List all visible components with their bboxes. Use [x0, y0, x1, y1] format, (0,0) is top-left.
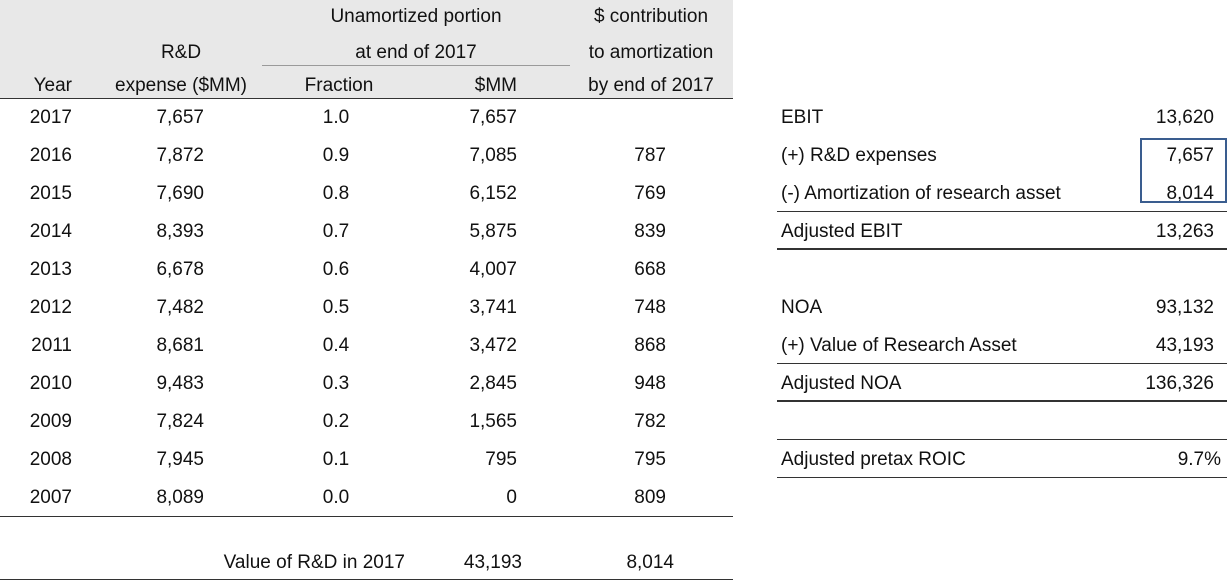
roic-bottom-rule	[777, 477, 1227, 478]
total-contribution: 8,014	[626, 552, 674, 573]
row-2011-contribution: 868	[634, 335, 666, 356]
adjusted-noa-value: 136,326	[1145, 373, 1214, 394]
row-2013-mm: 4,007	[469, 259, 517, 280]
header-bottom-rule	[0, 98, 733, 99]
row-2007-rd: 8,089	[156, 487, 204, 508]
row-2008-fraction: 0.1	[322, 449, 350, 470]
row-2008-year: 2008	[29, 449, 72, 470]
row-2012-contribution: 748	[634, 297, 666, 318]
row-2012-year: 2012	[29, 297, 72, 318]
row-2010-mm: 2,845	[469, 373, 517, 394]
adjusted-noa-top-rule	[777, 363, 1227, 364]
row-2017-rd: 7,657	[156, 107, 204, 128]
research-asset-label: (+) Value of Research Asset	[781, 335, 1017, 356]
header-mm: $MM	[474, 75, 517, 96]
row-2015-rd: 7,690	[156, 183, 204, 204]
row-2015-contribution: 769	[634, 183, 666, 204]
row-2015-mm: 6,152	[469, 183, 517, 204]
row-2014-fraction: 0.7	[322, 221, 350, 242]
row-2011-rd: 8,681	[156, 335, 204, 356]
row-2017-mm: 7,657	[469, 107, 517, 128]
row-2016-year: 2016	[29, 145, 72, 166]
row-2017-fraction: 1.0	[322, 107, 350, 128]
row-2016-contribution: 787	[634, 145, 666, 166]
row-2010-fraction: 0.3	[322, 373, 350, 394]
row-2014-mm: 5,875	[469, 221, 517, 242]
row-2016-fraction: 0.9	[322, 145, 350, 166]
total-mm: 43,193	[463, 552, 522, 573]
row-2007-year: 2007	[29, 487, 72, 508]
row-2008-mm: 795	[485, 449, 517, 470]
header-rd-line2: expense ($MM)	[115, 75, 247, 96]
row-2009-rd: 7,824	[156, 411, 204, 432]
total-bottom-rule	[0, 579, 733, 580]
highlight-box	[1140, 138, 1227, 203]
row-2010-contribution: 948	[634, 373, 666, 394]
header-unamortized-line1: Unamortized portion	[330, 6, 502, 27]
row-2012-fraction: 0.5	[322, 297, 350, 318]
header-year: Year	[33, 75, 72, 96]
row-2012-rd: 7,482	[156, 297, 204, 318]
research-asset-value: 43,193	[1155, 335, 1214, 356]
row-2011-year: 2011	[31, 335, 72, 356]
row-2012-mm: 3,741	[469, 297, 517, 318]
row-2013-contribution: 668	[634, 259, 666, 280]
header-unamortized-line2: at end of 2017	[355, 42, 477, 63]
roic-label: Adjusted pretax ROIC	[781, 449, 966, 470]
row-2007-fraction: 0.0	[322, 487, 350, 508]
row-2009-mm: 1,565	[469, 411, 517, 432]
left-table-header-background	[0, 0, 733, 98]
amortization-value: 8,014	[1166, 183, 1214, 204]
adjusted-ebit-top-rule	[777, 211, 1227, 212]
row-2016-mm: 7,085	[469, 145, 517, 166]
row-2007-contribution: 809	[634, 487, 666, 508]
total-label: Value of R&D in 2017	[223, 552, 405, 573]
ebit-label: EBIT	[781, 107, 824, 128]
header-contribution-line3: by end of 2017	[588, 75, 714, 96]
row-2009-fraction: 0.2	[322, 411, 350, 432]
row-2015-year: 2015	[29, 183, 72, 204]
header-contribution-line2: to amortization	[588, 42, 714, 63]
roic-value: 9.7%	[1177, 449, 1221, 470]
row-2014-contribution: 839	[634, 221, 666, 242]
row-2008-contribution: 795	[634, 449, 666, 470]
row-2014-rd: 8,393	[156, 221, 204, 242]
row-2010-year: 2010	[29, 373, 72, 394]
row-2008-rd: 7,945	[156, 449, 204, 470]
adjusted-ebit-value: 13,263	[1155, 221, 1214, 242]
header-group-underline	[262, 65, 570, 66]
noa-label: NOA	[781, 297, 823, 318]
adjusted-ebit-label: Adjusted EBIT	[781, 221, 903, 242]
row-2011-mm: 3,472	[469, 335, 517, 356]
row-2009-year: 2009	[29, 411, 72, 432]
header-contribution-line1: $ contribution	[593, 6, 709, 27]
rd-expenses-label: (+) R&D expenses	[781, 145, 937, 166]
rd-expenses-value: 7,657	[1166, 145, 1214, 166]
row-2009-contribution: 782	[634, 411, 666, 432]
row-2013-fraction: 0.6	[322, 259, 350, 280]
rows-bottom-rule	[0, 516, 733, 517]
row-2016-rd: 7,872	[156, 145, 204, 166]
noa-value: 93,132	[1155, 297, 1214, 318]
row-2013-rd: 6,678	[156, 259, 204, 280]
adjusted-noa-bottom-rule	[777, 400, 1227, 402]
adjusted-noa-label: Adjusted NOA	[781, 373, 902, 394]
row-2011-fraction: 0.4	[322, 335, 350, 356]
amortization-label: (-) Amortization of research asset	[781, 183, 1061, 204]
adjusted-ebit-bottom-rule	[777, 248, 1227, 250]
row-2007-mm: 0	[506, 487, 517, 508]
ebit-value: 13,620	[1155, 107, 1214, 128]
row-2017-year: 2017	[29, 107, 72, 128]
header-rd-line1: R&D	[160, 42, 202, 63]
row-2013-year: 2013	[29, 259, 72, 280]
row-2014-year: 2014	[29, 221, 72, 242]
roic-top-rule	[777, 439, 1227, 440]
row-2010-rd: 9,483	[156, 373, 204, 394]
header-fraction: Fraction	[304, 75, 374, 96]
row-2015-fraction: 0.8	[322, 183, 350, 204]
